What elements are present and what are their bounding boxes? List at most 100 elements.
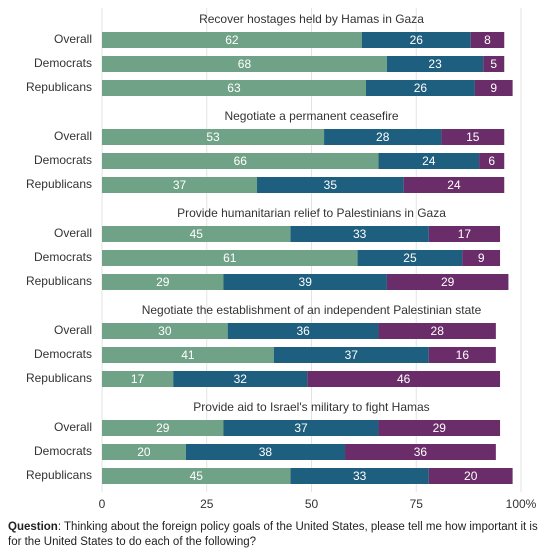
data-label: 20 <box>464 469 478 483</box>
bar-segment <box>361 32 471 48</box>
y-tick-label: Overall <box>54 226 92 240</box>
y-tick-label: Republicans <box>26 371 92 385</box>
bar-segment <box>185 444 346 460</box>
bar-segment <box>102 323 228 339</box>
data-label: 39 <box>299 275 313 289</box>
bar-segment <box>223 420 379 436</box>
data-label: 66 <box>234 154 248 168</box>
data-label: 16 <box>456 348 470 362</box>
bar-segment <box>428 468 513 484</box>
y-tick-label: Overall <box>54 323 92 337</box>
panel-title: Provide aid to Israel's military to figh… <box>193 400 429 414</box>
y-tick-label: Democrats <box>34 347 92 361</box>
data-label: 24 <box>422 154 436 168</box>
bar-segment <box>102 468 291 484</box>
bar-segment <box>102 250 358 266</box>
bar-segment <box>173 371 308 387</box>
bar-segment <box>428 226 501 242</box>
bar-segment <box>227 323 379 339</box>
data-label: 61 <box>223 251 237 265</box>
data-label: 28 <box>431 324 445 338</box>
bar-segment <box>223 274 387 290</box>
data-label: 63 <box>227 81 241 95</box>
data-label: 38 <box>259 445 273 459</box>
x-tick-label: 50 <box>305 497 319 511</box>
data-label: 28 <box>376 130 390 144</box>
data-label: 36 <box>296 324 310 338</box>
data-label: 62 <box>225 33 239 47</box>
y-tick-label: Democrats <box>34 153 92 167</box>
data-label: 36 <box>414 445 428 459</box>
bar-segment <box>345 444 496 460</box>
bar-segment <box>378 323 496 339</box>
bar-segment <box>324 129 442 145</box>
data-label: 45 <box>190 469 204 483</box>
data-label: 32 <box>234 372 248 386</box>
data-label: 17 <box>458 227 472 241</box>
data-label: 37 <box>345 348 359 362</box>
bar-segment <box>102 80 366 96</box>
bar-segment <box>378 420 501 436</box>
data-label: 8 <box>484 33 491 47</box>
data-label: 24 <box>447 178 461 192</box>
bar-segment <box>428 347 496 363</box>
bar-segment <box>273 347 429 363</box>
bar-segment <box>470 32 505 48</box>
bar-segment <box>357 250 463 266</box>
x-tick-label: 75 <box>410 497 424 511</box>
y-tick-label: Republicans <box>26 80 92 94</box>
data-label: 33 <box>353 227 367 241</box>
data-label: 45 <box>190 227 204 241</box>
y-tick-label: Republicans <box>26 177 92 191</box>
data-label: 33 <box>353 469 367 483</box>
data-label: 29 <box>156 275 170 289</box>
data-label: 68 <box>238 57 252 71</box>
data-label: 26 <box>410 33 424 47</box>
panel-title: Negotiate the establishment of an indepe… <box>142 303 482 317</box>
y-tick-label: Democrats <box>34 250 92 264</box>
bar-segment <box>403 177 505 193</box>
data-label: 29 <box>441 275 455 289</box>
bar-segment <box>102 32 362 48</box>
data-label: 9 <box>478 251 485 265</box>
bar-segment <box>102 129 325 145</box>
bar-segment <box>102 56 387 72</box>
bar-segment <box>102 226 291 242</box>
bar-segment <box>290 226 429 242</box>
y-tick-label: Democrats <box>34 444 92 458</box>
bar-segment <box>102 420 224 436</box>
bar-segment <box>386 56 484 72</box>
panel-title: Negotiate a permanent ceasefire <box>224 109 398 123</box>
panel-title: Provide humanitarian relief to Palestini… <box>177 206 446 220</box>
bar-segment <box>462 250 501 266</box>
data-label: 37 <box>173 178 187 192</box>
bar-segment <box>441 129 505 145</box>
chart: 0 25 50 75 100% Recover hostages held by Hama… <box>26 8 537 511</box>
data-label: 35 <box>324 178 338 192</box>
bar-segment <box>307 371 501 387</box>
caption: Question: Thinking about the foreign pol… <box>8 520 544 550</box>
bar-segment <box>102 177 258 193</box>
data-label: 46 <box>397 372 411 386</box>
data-label: 15 <box>466 130 480 144</box>
x-tick-label: 100% <box>506 497 537 511</box>
bar-segment <box>257 177 404 193</box>
bar-segment <box>102 274 224 290</box>
panel-title: Recover hostages held by Hamas in Gaza <box>199 12 424 26</box>
caption-part: : Thinking about the foreign policy goal… <box>8 521 538 548</box>
data-label: 53 <box>206 130 220 144</box>
x-tick-label: 0 <box>99 497 106 511</box>
data-label: 26 <box>414 81 428 95</box>
bar-segment <box>386 274 509 290</box>
bar-segment <box>474 80 513 96</box>
bar-segment <box>378 153 480 169</box>
bar-segment <box>102 371 174 387</box>
y-tick-label: Democrats <box>34 56 92 70</box>
data-label: 5 <box>490 57 497 71</box>
y-tick-label: Overall <box>54 420 92 434</box>
data-label: 20 <box>137 445 151 459</box>
data-label: 30 <box>158 324 172 338</box>
bar-segment <box>102 444 186 460</box>
data-label: 23 <box>428 57 442 71</box>
